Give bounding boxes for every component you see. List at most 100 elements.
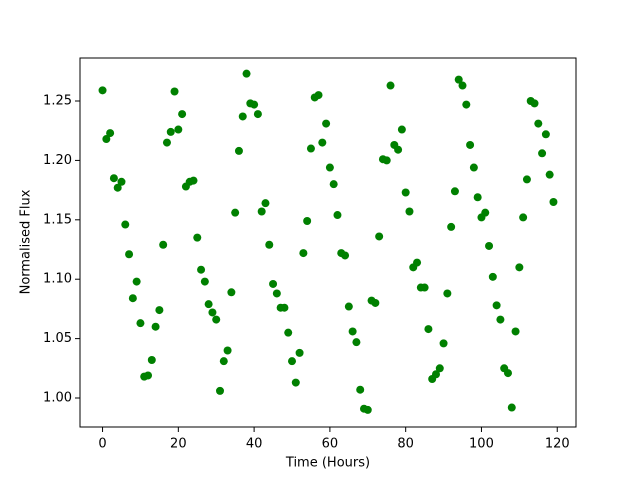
point <box>515 263 524 272</box>
point <box>261 199 270 208</box>
point <box>431 370 440 379</box>
point <box>117 177 126 186</box>
point <box>257 207 266 216</box>
point <box>269 279 278 288</box>
point <box>447 222 456 231</box>
point <box>170 87 179 96</box>
point <box>295 348 304 357</box>
point <box>147 355 156 364</box>
point <box>280 303 289 312</box>
point <box>159 240 168 249</box>
point <box>469 163 478 172</box>
point <box>485 241 494 250</box>
x-tick-label: 120 <box>545 437 570 452</box>
point <box>219 357 228 366</box>
point <box>155 306 164 315</box>
point <box>121 220 130 229</box>
y-axis-label: Normalised Flux <box>19 189 34 294</box>
point <box>272 289 281 298</box>
point <box>371 298 380 307</box>
point <box>541 130 550 139</box>
point <box>341 251 350 260</box>
point <box>325 163 334 172</box>
point <box>375 232 384 241</box>
x-tick-label: 60 <box>322 437 339 452</box>
point <box>193 233 202 242</box>
point <box>462 100 471 109</box>
point <box>291 378 300 387</box>
point <box>401 188 410 197</box>
point <box>98 86 107 95</box>
point <box>454 75 463 84</box>
point <box>265 240 274 249</box>
point <box>466 140 475 149</box>
point <box>405 207 414 216</box>
point <box>397 125 406 134</box>
point <box>178 110 187 119</box>
point <box>424 325 433 334</box>
point <box>481 208 490 217</box>
point <box>306 144 315 153</box>
point <box>238 112 247 121</box>
point <box>530 99 539 108</box>
point <box>386 81 395 90</box>
point <box>132 277 141 286</box>
point <box>420 283 429 292</box>
point <box>549 197 558 206</box>
point <box>106 129 115 138</box>
y-tick-label: 1.15 <box>43 212 72 227</box>
point <box>174 125 183 134</box>
point <box>200 277 209 286</box>
point <box>314 91 323 100</box>
point <box>503 369 512 378</box>
y-tick-label: 1.25 <box>43 94 72 109</box>
point <box>534 119 543 128</box>
point <box>303 216 312 225</box>
y-tick-label: 1.00 <box>43 391 72 406</box>
point <box>329 180 338 189</box>
point <box>113 183 122 192</box>
point <box>288 357 297 366</box>
point <box>413 258 422 267</box>
point <box>204 300 213 309</box>
point <box>511 327 520 336</box>
point <box>125 250 134 259</box>
point <box>162 138 171 147</box>
x-tick-label: 20 <box>170 437 187 452</box>
x-tick-label: 0 <box>98 437 106 452</box>
point <box>216 386 225 395</box>
y-tick-label: 1.10 <box>43 272 72 287</box>
point <box>473 193 482 202</box>
point <box>450 187 459 196</box>
point <box>189 176 198 185</box>
x-tick-label: 80 <box>397 437 414 452</box>
point <box>102 135 111 144</box>
point <box>507 403 516 412</box>
point <box>227 288 236 297</box>
point <box>545 170 554 179</box>
point <box>394 145 403 154</box>
point <box>109 174 118 183</box>
point <box>231 208 240 217</box>
point <box>496 315 505 324</box>
x-tick-label: 100 <box>469 437 494 452</box>
point <box>439 339 448 348</box>
point <box>363 405 372 414</box>
point <box>318 138 327 147</box>
point <box>458 81 467 90</box>
point <box>234 146 243 155</box>
point <box>333 211 342 220</box>
point <box>435 364 444 373</box>
point <box>128 294 137 303</box>
point <box>519 213 528 222</box>
point <box>344 302 353 311</box>
point <box>136 319 145 328</box>
point <box>197 265 206 274</box>
point <box>488 272 497 281</box>
y-tick-label: 1.20 <box>43 153 72 168</box>
x-tick-label: 40 <box>246 437 263 452</box>
plot-frame <box>79 57 577 428</box>
point <box>538 149 547 158</box>
